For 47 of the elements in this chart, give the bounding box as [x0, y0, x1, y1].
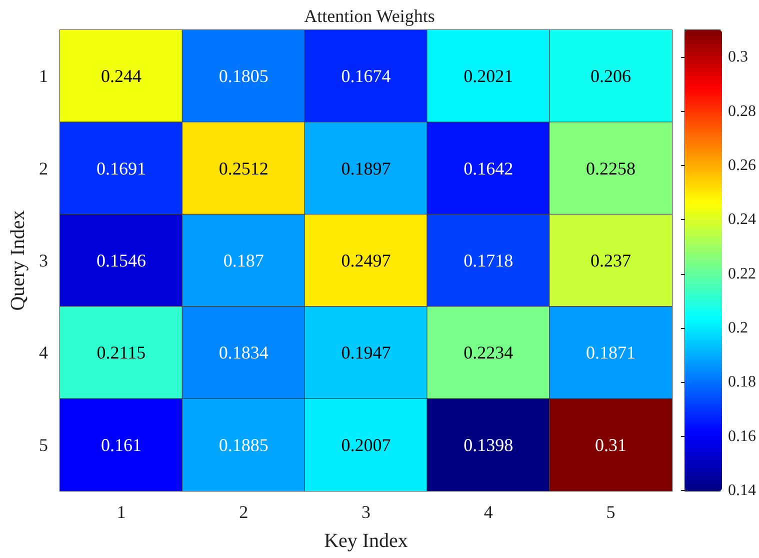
data-label: 0.31 [595, 434, 627, 455]
color-bar-label: 0.28 [728, 102, 756, 120]
data-label: 0.2497 [341, 250, 391, 270]
data-label: 0.1546 [96, 250, 146, 270]
color-bar-label: 0.3 [728, 48, 748, 66]
data-label: 0.2115 [96, 342, 146, 363]
data-label: 0.2258 [586, 158, 636, 178]
data-label: 0.237 [590, 250, 632, 270]
data-label: 0.1897 [341, 158, 391, 178]
y-tick-label: 5 [39, 434, 48, 455]
data-label: 0.1674 [341, 66, 391, 86]
color-bar-label: 0.26 [728, 156, 756, 174]
x-tick-label: 3 [362, 502, 370, 522]
color-bar-label: 0.24 [728, 211, 756, 228]
y-tick-label: 1 [39, 66, 48, 86]
chart-title: Attention Weights [304, 6, 435, 26]
data-label: 0.161 [100, 434, 142, 455]
color-bar-label: 0.22 [728, 265, 756, 282]
x-axis-title: Key Index [324, 530, 408, 552]
data-label: 0.1947 [341, 342, 391, 363]
data-label: 0.1871 [586, 342, 636, 363]
data-label: 0.2021 [464, 66, 514, 86]
data-label: 0.1805 [218, 66, 268, 86]
data-label: 0.187 [223, 250, 264, 270]
y-tick-label: 4 [39, 342, 48, 363]
color-bar-label: 0.18 [728, 374, 756, 391]
color-bar-label: 0.14 [728, 482, 756, 499]
x-tick-label: 2 [239, 502, 248, 522]
y-tick-label: 3 [39, 250, 48, 270]
data-label: 0.1691 [96, 158, 146, 178]
data-label: 0.1718 [464, 250, 514, 270]
data-label: 0.1398 [464, 434, 514, 455]
data-label: 0.244 [100, 66, 142, 86]
x-tick-label: 1 [116, 502, 126, 522]
color-bar-label: 0.16 [728, 428, 756, 445]
y-tick-label: 2 [39, 158, 48, 178]
x-tick-label: 4 [484, 502, 493, 522]
color-bar-label: 0.2 [728, 319, 748, 336]
y-axis-title: Query Index [7, 210, 29, 311]
data-label: 0.2234 [464, 342, 514, 363]
data-label: 0.1642 [464, 158, 514, 178]
data-label: 0.2007 [341, 434, 391, 455]
x-tick-label: 5 [606, 502, 616, 522]
data-label: 0.206 [590, 66, 632, 86]
data-label: 0.1834 [218, 342, 268, 363]
data-label: 0.2512 [218, 158, 268, 178]
data-label: 0.1885 [218, 434, 268, 455]
